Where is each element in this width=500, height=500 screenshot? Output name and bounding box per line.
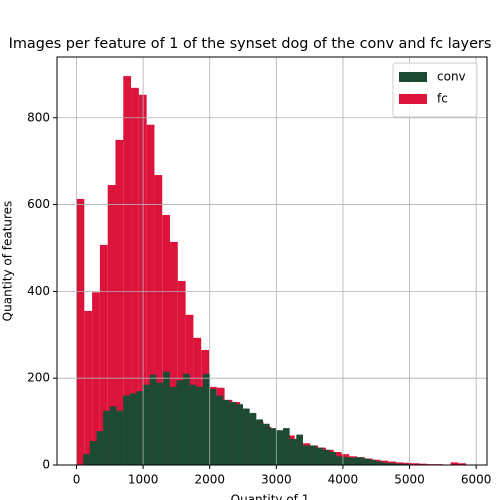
- bar: [356, 457, 363, 465]
- bar: [450, 462, 459, 465]
- bar: [129, 393, 137, 465]
- bar: [216, 395, 224, 465]
- bar: [203, 373, 210, 465]
- bar: [229, 402, 237, 465]
- bar: [458, 463, 467, 465]
- bar: [136, 391, 144, 465]
- bar: [76, 198, 85, 465]
- x-tick-label: 1000: [128, 473, 159, 487]
- bar: [107, 185, 116, 466]
- bar: [382, 462, 390, 465]
- x-tick-label: 5000: [394, 473, 425, 487]
- bar: [349, 457, 357, 465]
- legend: conv fc: [392, 62, 478, 118]
- bar: [269, 428, 277, 465]
- bar: [403, 462, 412, 465]
- bar: [376, 461, 383, 465]
- bar: [289, 438, 297, 465]
- bar: [154, 175, 163, 465]
- bar: [256, 419, 264, 465]
- x-tick-label: 6000: [461, 473, 492, 487]
- y-tick-label: 200: [27, 371, 50, 385]
- x-tick-label: 3000: [261, 473, 292, 487]
- y-axis-label: Quantity of features: [1, 201, 15, 322]
- bar: [236, 404, 244, 465]
- bar: [162, 214, 171, 465]
- bar: [362, 458, 370, 465]
- bar: [309, 445, 317, 465]
- bar: [83, 454, 90, 465]
- bar: [143, 384, 150, 465]
- legend-label: conv: [437, 70, 466, 84]
- bar: [249, 412, 257, 465]
- bar: [156, 382, 164, 465]
- bar: [131, 87, 139, 466]
- bar: [209, 389, 217, 465]
- bar: [123, 76, 132, 465]
- bar: [89, 441, 97, 465]
- bar: [411, 463, 420, 465]
- bar: [336, 456, 343, 465]
- x-tick-label: 2000: [194, 473, 225, 487]
- bar: [243, 408, 250, 465]
- y-tick-label: 400: [27, 284, 50, 298]
- bar: [146, 124, 155, 466]
- bar: [419, 463, 428, 465]
- x-tick-label: 4000: [328, 473, 359, 487]
- bar: [103, 410, 110, 465]
- plot-frame: [56, 56, 488, 466]
- bar: [282, 428, 290, 465]
- bar: [276, 430, 283, 465]
- bar: [196, 386, 204, 465]
- bar: [116, 410, 124, 465]
- bar: [263, 423, 270, 465]
- bar: [189, 384, 197, 465]
- bar: [389, 463, 397, 465]
- legend-swatch: [399, 72, 427, 82]
- bar: [296, 434, 303, 465]
- bar: [169, 386, 177, 465]
- bar: [170, 241, 178, 465]
- bar: [177, 280, 186, 465]
- legend-swatch: [399, 94, 427, 104]
- bar: [84, 310, 93, 465]
- bar: [369, 459, 377, 465]
- bar: [396, 463, 403, 465]
- bar: [183, 373, 190, 465]
- y-tick-label: 800: [27, 110, 50, 124]
- bar: [123, 395, 130, 465]
- bar: [223, 399, 230, 465]
- bar: [342, 457, 350, 465]
- bar: [92, 292, 100, 465]
- y-tick-label: 0: [42, 458, 50, 472]
- chart-title: Images per feature of 1 of the synset do…: [9, 36, 492, 52]
- y-tick-label: 600: [27, 197, 50, 211]
- bar: [176, 380, 184, 465]
- x-axis-label: Quantity of 1: [231, 493, 310, 500]
- x-tick-label: 0: [73, 473, 81, 487]
- bar: [96, 431, 104, 465]
- bar: [99, 244, 108, 465]
- bar: [163, 371, 170, 465]
- bar: [115, 139, 124, 465]
- bar: [329, 451, 337, 465]
- legend-label: fc: [437, 92, 448, 106]
- bar: [322, 449, 330, 465]
- bar: [316, 447, 323, 465]
- bar: [149, 374, 157, 465]
- bar: [302, 445, 310, 465]
- bar: [109, 406, 117, 465]
